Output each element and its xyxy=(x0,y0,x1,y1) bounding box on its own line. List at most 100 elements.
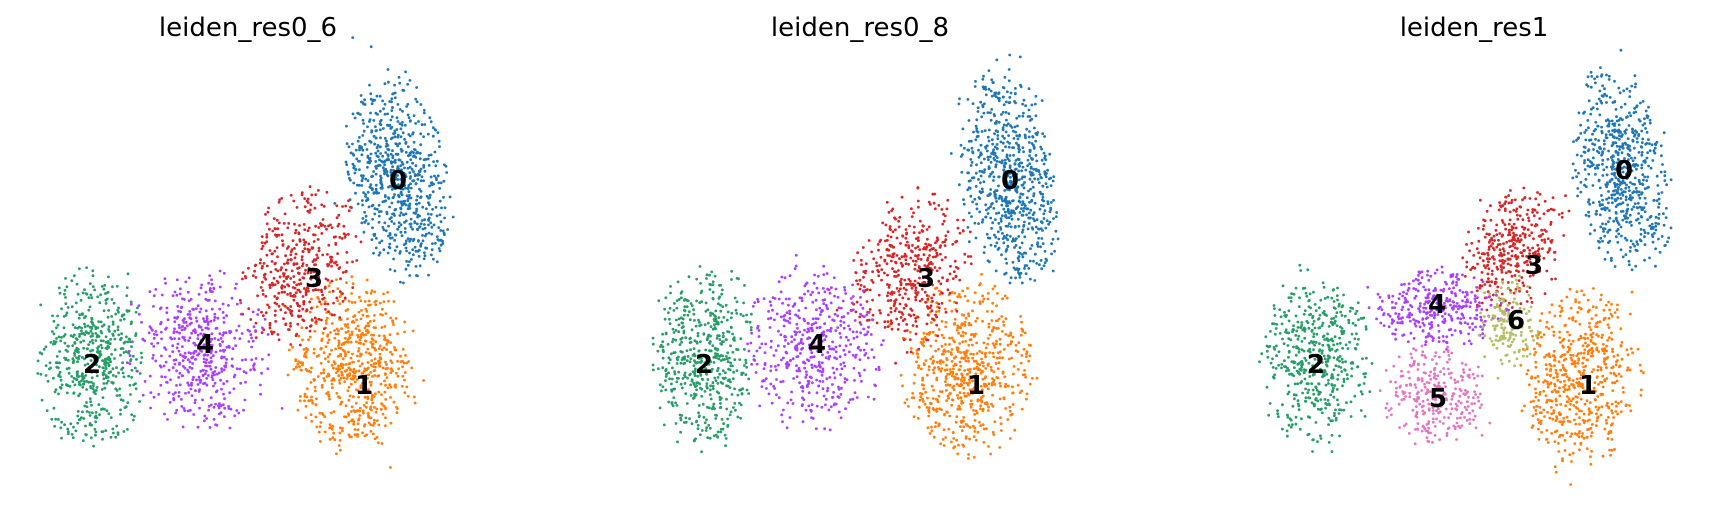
point xyxy=(320,339,323,342)
point xyxy=(999,416,1002,420)
point xyxy=(916,245,920,249)
point xyxy=(711,387,715,391)
point xyxy=(73,342,77,345)
point xyxy=(227,346,231,349)
point xyxy=(1019,333,1023,337)
point xyxy=(152,305,155,308)
point xyxy=(133,414,136,418)
point xyxy=(708,341,711,345)
point xyxy=(206,320,210,324)
point xyxy=(104,340,108,344)
point xyxy=(364,324,368,328)
point xyxy=(349,410,353,413)
point xyxy=(336,299,340,302)
point xyxy=(907,313,911,316)
point xyxy=(318,425,322,428)
point xyxy=(422,135,425,139)
point xyxy=(1007,68,1011,71)
point xyxy=(358,329,361,333)
point xyxy=(243,398,247,402)
point xyxy=(399,206,403,210)
point xyxy=(405,160,409,164)
point xyxy=(699,340,702,344)
point xyxy=(384,398,388,401)
point xyxy=(987,139,991,143)
point xyxy=(999,219,1003,223)
point xyxy=(1013,428,1017,432)
point xyxy=(345,124,348,128)
point xyxy=(371,401,374,405)
point xyxy=(201,373,205,377)
point xyxy=(78,267,81,271)
point xyxy=(343,380,347,384)
point xyxy=(330,364,334,367)
point xyxy=(347,199,350,203)
point xyxy=(171,344,175,348)
point xyxy=(1023,220,1026,224)
point xyxy=(1024,355,1028,358)
point xyxy=(702,415,706,419)
point xyxy=(383,221,387,225)
point xyxy=(85,266,88,269)
point xyxy=(984,88,988,91)
point xyxy=(121,347,125,350)
point xyxy=(956,295,960,299)
point xyxy=(1012,153,1015,157)
point xyxy=(987,325,991,329)
point xyxy=(379,408,383,411)
point xyxy=(986,342,990,346)
point xyxy=(294,252,298,256)
cluster-3-points xyxy=(238,185,363,347)
point xyxy=(915,325,919,328)
point xyxy=(868,288,872,292)
point xyxy=(101,371,105,375)
point xyxy=(408,119,412,123)
point xyxy=(414,265,418,268)
point xyxy=(303,197,307,201)
point xyxy=(411,239,415,243)
point xyxy=(217,406,221,410)
point xyxy=(427,219,431,222)
point xyxy=(391,156,395,160)
point xyxy=(430,248,434,252)
point xyxy=(668,377,671,381)
point xyxy=(75,310,78,314)
point xyxy=(90,380,93,384)
point xyxy=(222,316,226,320)
point xyxy=(199,307,203,311)
point xyxy=(716,348,719,352)
point xyxy=(1001,356,1004,360)
point xyxy=(912,381,916,385)
point xyxy=(302,302,306,306)
point xyxy=(55,326,58,330)
point xyxy=(1004,130,1008,134)
point xyxy=(986,212,990,215)
point xyxy=(939,362,942,365)
point xyxy=(286,226,290,230)
point xyxy=(958,368,961,372)
point xyxy=(252,325,256,329)
point xyxy=(651,336,655,340)
point xyxy=(1020,177,1024,180)
point xyxy=(356,202,360,206)
point xyxy=(930,321,933,324)
point xyxy=(403,123,407,127)
point xyxy=(1030,377,1034,380)
point xyxy=(371,203,375,207)
point xyxy=(981,300,985,303)
point xyxy=(347,362,351,366)
point xyxy=(971,200,974,204)
point xyxy=(408,79,412,82)
point xyxy=(180,328,184,332)
point xyxy=(1030,117,1034,121)
point xyxy=(423,169,427,173)
point xyxy=(1039,192,1043,196)
point xyxy=(340,343,344,346)
point xyxy=(222,331,226,334)
point xyxy=(1003,210,1007,214)
point xyxy=(220,355,224,359)
point xyxy=(131,340,134,344)
point xyxy=(1022,347,1026,351)
point xyxy=(395,245,399,249)
point xyxy=(1040,99,1044,102)
